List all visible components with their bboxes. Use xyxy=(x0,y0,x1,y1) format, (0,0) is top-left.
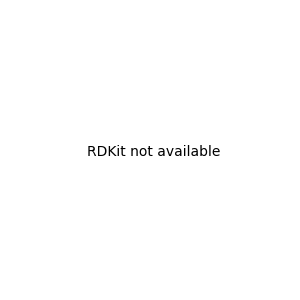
Text: RDKit not available: RDKit not available xyxy=(87,145,220,158)
